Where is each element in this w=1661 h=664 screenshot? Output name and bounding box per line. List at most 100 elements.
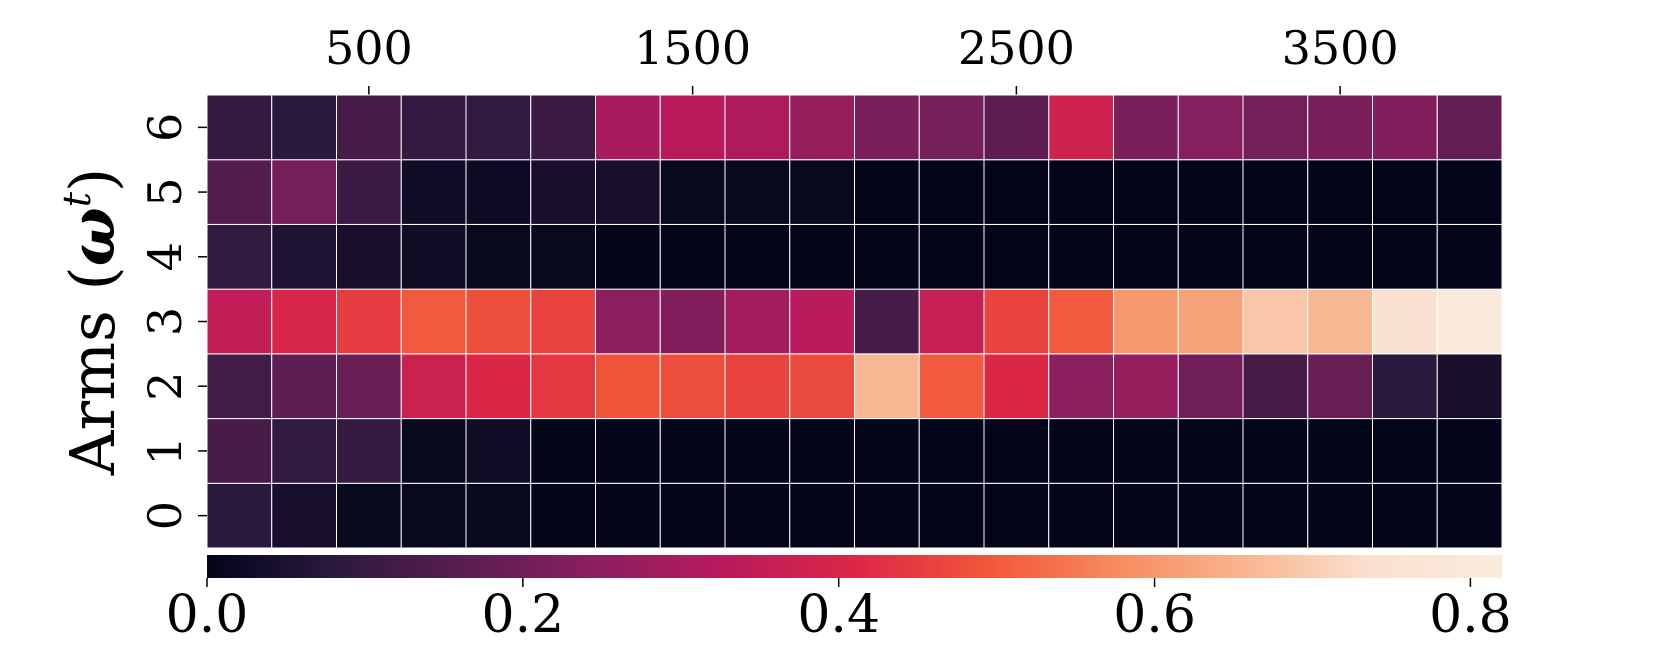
heatmap-cell-arm4-col1 <box>271 223 337 290</box>
heatmap-cell-arm3-col2 <box>336 288 402 355</box>
heatmap-cell-arm4-col10 <box>854 223 920 290</box>
colorbar-tick-label: 0.8 <box>1429 585 1512 645</box>
heatmap-cell-arm2-col6 <box>595 353 661 420</box>
heatmap-cell-arm5-col16 <box>1242 159 1309 225</box>
heatmap-cell-arm1-col9 <box>789 418 855 484</box>
heatmap-cell-arm2-col13 <box>1048 353 1114 420</box>
heatmap-cell-arm2-col2 <box>336 353 402 420</box>
heatmap-cell-arm3-col17 <box>1307 288 1373 355</box>
heatmap-cell-arm0-col12 <box>983 482 1050 549</box>
heatmap-cell-arm3-col11 <box>918 288 985 355</box>
heatmap-cell-arm4-col18 <box>1372 223 1438 290</box>
heatmap-cell-arm5-col4 <box>465 159 532 225</box>
heatmap-cell-arm2-col0 <box>206 353 273 420</box>
heatmap-cells <box>206 94 1503 549</box>
heatmap-cell-arm2-col17 <box>1307 353 1373 420</box>
heatmap-cell-arm0-col15 <box>1177 482 1244 549</box>
heatmap-cell-arm0-col9 <box>789 482 855 549</box>
heatmap-cell-arm5-col10 <box>854 159 920 225</box>
colorbar-tick-label: 0.4 <box>797 585 880 645</box>
heatmap-cell-arm1-col16 <box>1242 418 1309 484</box>
heatmap-cell-arm0-col13 <box>1048 482 1114 549</box>
x-tick-label: 3500 <box>1282 21 1399 75</box>
heatmap-cell-arm6-col4 <box>465 94 532 161</box>
heatmap-cell-arm5-col0 <box>206 159 273 225</box>
heatmap-cell-arm5-col8 <box>724 159 791 225</box>
heatmap-cell-arm6-col6 <box>595 94 661 161</box>
heatmap-cell-arm2-col11 <box>918 353 985 420</box>
heatmap-cell-arm0-col11 <box>918 482 985 549</box>
heatmap-cell-arm5-col5 <box>530 159 596 225</box>
heatmap-cell-arm4-col17 <box>1307 223 1373 290</box>
heatmap-cell-arm1-col12 <box>983 418 1050 484</box>
heatmap-cell-arm4-col12 <box>983 223 1050 290</box>
heatmap-cell-arm2-col4 <box>465 353 532 420</box>
heatmap-cell-arm1-col11 <box>918 418 985 484</box>
heatmap-cell-arm3-col8 <box>724 288 791 355</box>
heatmap-cell-arm6-col3 <box>400 94 467 161</box>
heatmap-cell-arm2-col14 <box>1113 353 1179 420</box>
heatmap-cell-arm3-col4 <box>465 288 532 355</box>
heatmap-cell-arm1-col1 <box>271 418 337 484</box>
heatmap-cell-arm6-col16 <box>1242 94 1309 161</box>
heatmap-cell-arm6-col7 <box>659 94 726 161</box>
heatmap-cell-arm5-col2 <box>336 159 402 225</box>
heatmap-cell-arm3-col7 <box>659 288 726 355</box>
heatmap-cell-arm0-col7 <box>659 482 726 549</box>
heatmap-cell-arm5-col1 <box>271 159 337 225</box>
heatmap-cell-arm3-col3 <box>400 288 467 355</box>
x-tick-label: 1500 <box>634 21 751 75</box>
heatmap-cell-arm1-col3 <box>400 418 467 484</box>
y-tick-label: 2 <box>138 372 192 401</box>
heatmap-cell-arm6-col2 <box>336 94 402 161</box>
heatmap-cell-arm2-col10 <box>854 353 920 420</box>
heatmap-cell-arm6-col11 <box>918 94 985 161</box>
heatmap-cell-arm2-col8 <box>724 353 791 420</box>
heatmap-cell-arm0-col19 <box>1436 482 1503 549</box>
heatmap-cell-arm1-col17 <box>1307 418 1373 484</box>
heatmap-cell-arm1-col4 <box>465 418 532 484</box>
heatmap-cell-arm1-col6 <box>595 418 661 484</box>
heatmap-cell-arm6-col0 <box>206 94 273 161</box>
heatmap-cell-arm2-col1 <box>271 353 337 420</box>
heatmap-cell-arm0-col8 <box>724 482 791 549</box>
heatmap-cell-arm6-col1 <box>271 94 337 161</box>
x-tick-label: 500 <box>325 21 413 75</box>
heatmap-cell-arm3-col10 <box>854 288 920 355</box>
heatmap-cell-arm1-col8 <box>724 418 791 484</box>
heatmap-cell-arm5-col19 <box>1436 159 1503 225</box>
heatmap-cell-arm6-col15 <box>1177 94 1244 161</box>
x-axis-top: 500 1500 2500 3500 <box>325 21 1399 95</box>
y-axis-title: Arms (ωt) <box>55 168 129 476</box>
colorbar-tick-label: 0.6 <box>1113 585 1196 645</box>
y-tick-label: 1 <box>138 436 192 465</box>
heatmap-cell-arm0-col17 <box>1307 482 1373 549</box>
heatmap-cell-arm0-col18 <box>1372 482 1438 549</box>
heatmap-cell-arm2-col7 <box>659 353 726 420</box>
heatmap-cell-arm4-col2 <box>336 223 402 290</box>
heatmap-cell-arm0-col4 <box>465 482 532 549</box>
heatmap-cell-arm6-col9 <box>789 94 855 161</box>
heatmap-cell-arm1-col5 <box>530 418 596 484</box>
heatmap-cell-arm3-col15 <box>1177 288 1244 355</box>
y-axis-label: Arms (ωt) <box>55 168 129 476</box>
heatmap-cell-arm0-col0 <box>206 482 273 549</box>
heatmap-cell-arm1-col0 <box>206 418 273 484</box>
heatmap-cell-arm4-col5 <box>530 223 596 290</box>
heatmap-cell-arm1-col10 <box>854 418 920 484</box>
heatmap-cell-arm3-col12 <box>983 288 1050 355</box>
heatmap-cell-arm4-col0 <box>206 223 273 290</box>
heatmap-cell-arm5-col6 <box>595 159 661 225</box>
heatmap-cell-arm3-col19 <box>1436 288 1503 355</box>
heatmap-cell-arm4-col13 <box>1048 223 1114 290</box>
heatmap-cell-arm6-col10 <box>854 94 920 161</box>
heatmap-cell-arm0-col14 <box>1113 482 1179 549</box>
heatmap-cell-arm3-col6 <box>595 288 661 355</box>
heatmap-cell-arm5-col3 <box>400 159 467 225</box>
heatmap-cell-arm2-col5 <box>530 353 596 420</box>
y-tick-label: 6 <box>138 113 192 142</box>
heatmap-cell-arm3-col5 <box>530 288 596 355</box>
heatmap-cell-arm5-col14 <box>1113 159 1179 225</box>
heatmap-cell-arm6-col8 <box>724 94 791 161</box>
